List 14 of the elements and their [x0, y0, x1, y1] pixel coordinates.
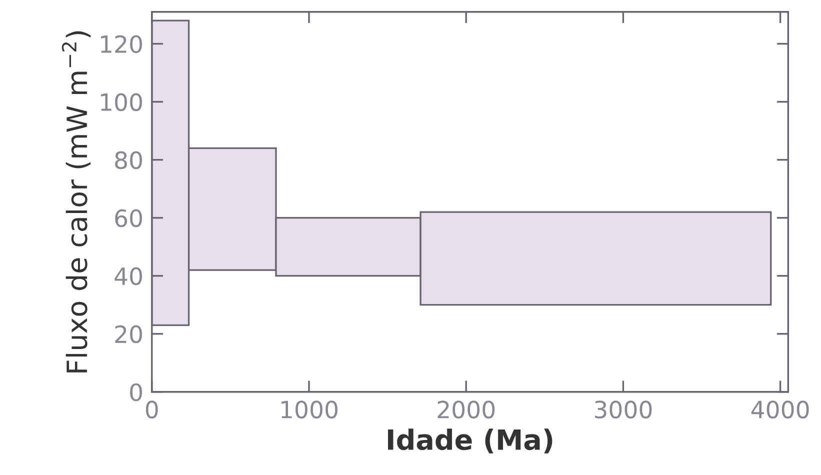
- y-tick-label: 120: [101, 35, 142, 54]
- y-tick-label: 0: [130, 383, 142, 402]
- y-tick-label: 80: [115, 151, 142, 170]
- x-tick-label: 2000: [438, 400, 495, 418]
- x-axis-title: Idade (Ma): [388, 428, 552, 454]
- x-tick-label: 3000: [594, 400, 652, 418]
- x-tick-label: 4000: [751, 400, 809, 418]
- y-tick-label: 60: [115, 209, 142, 228]
- x-tick-label: 0: [146, 400, 158, 418]
- y-axis-title: Fluxo de calor (mW m$^{−2}$): [62, 31, 91, 372]
- y-tick-label: 100: [101, 93, 142, 112]
- x-tick-label: 1000: [282, 400, 338, 418]
- y-tick-label: 20: [115, 325, 142, 344]
- y-tick-label: 40: [114, 267, 142, 286]
